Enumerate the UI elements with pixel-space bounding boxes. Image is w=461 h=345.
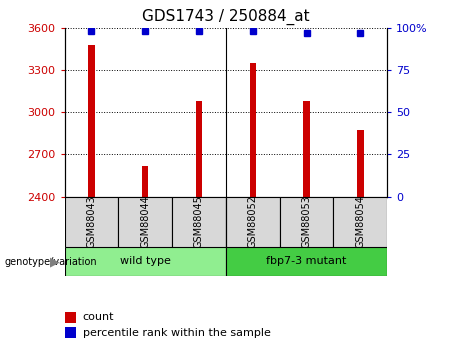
Bar	[172, 197, 226, 247]
Text: percentile rank within the sample: percentile rank within the sample	[83, 328, 271, 338]
Text: count: count	[83, 313, 114, 322]
Text: genotype/variation: genotype/variation	[5, 257, 97, 267]
Title: GDS1743 / 250884_at: GDS1743 / 250884_at	[142, 9, 310, 25]
Text: ▶: ▶	[50, 256, 59, 269]
Bar	[357, 130, 364, 197]
Text: GSM88043: GSM88043	[86, 195, 96, 248]
Bar	[65, 247, 226, 276]
Bar	[65, 312, 76, 323]
Bar	[333, 197, 387, 247]
Bar	[65, 197, 118, 247]
Bar	[249, 63, 256, 197]
Text: GSM88053: GSM88053	[301, 195, 312, 248]
Text: GSM88052: GSM88052	[248, 195, 258, 248]
Text: GSM88044: GSM88044	[140, 195, 150, 248]
Bar	[303, 101, 310, 197]
Bar	[118, 197, 172, 247]
Text: GSM88054: GSM88054	[355, 195, 366, 248]
Bar	[226, 247, 387, 276]
Bar	[280, 197, 333, 247]
Bar	[226, 197, 280, 247]
Text: fbp7-3 mutant: fbp7-3 mutant	[266, 256, 347, 266]
Bar	[196, 101, 202, 197]
Bar	[65, 327, 76, 338]
Bar	[88, 45, 95, 197]
Bar	[142, 166, 148, 197]
Text: wild type: wild type	[120, 256, 171, 266]
Text: GSM88045: GSM88045	[194, 195, 204, 248]
